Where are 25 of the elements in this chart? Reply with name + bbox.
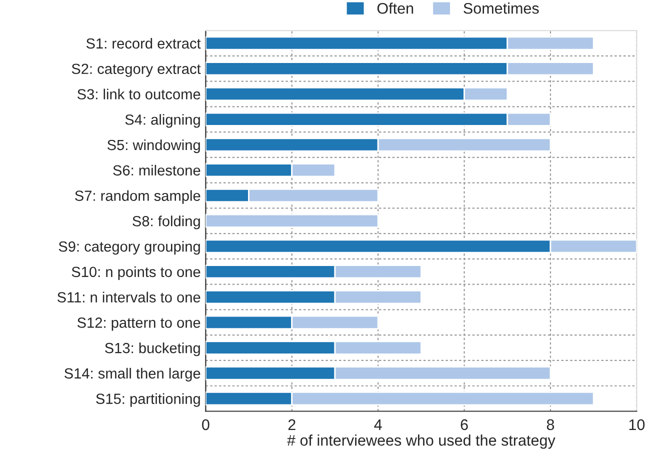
y-tick-label: S1: record extract [86,38,201,49]
y-tick-label: S5: windowing [107,139,200,154]
y-tick-label: S9: category grouping [58,240,200,255]
y-tick-label: S7: random sample [75,190,200,204]
x-tick-label: 8 [546,419,554,430]
y-tick-label: S2: category extract [72,64,201,77]
y-tick-label: S11: n intervals to one [57,292,200,302]
legend-label: Often [377,2,414,14]
x-tick-label: 6 [460,419,468,430]
legend-label: Sometimes [464,2,539,14]
bar [206,214,379,228]
y-tick-label: S14: small then large [64,368,200,382]
y-tick-label: S6: milestone [113,164,200,176]
y-tick-label: S8: folding [132,216,200,230]
y-tick-label: S4: aligning [125,114,200,128]
x-axis-title: # of interviewees who used the strategy [287,434,556,449]
y-tick-label: S12: pattern to one [77,318,200,331]
x-tick-label: 4 [374,419,382,430]
x-tick-label: 0 [202,419,210,430]
x-tick-label: 2 [288,419,296,430]
y-tick-label: S13: bucketing [105,342,200,356]
y-tick-label: S10: n points to one [72,266,200,280]
y-tick-label: S15: partitioning [96,393,200,407]
x-tick-label: 10 [629,419,645,430]
y-tick-label: S3: link to outcome [77,88,200,100]
